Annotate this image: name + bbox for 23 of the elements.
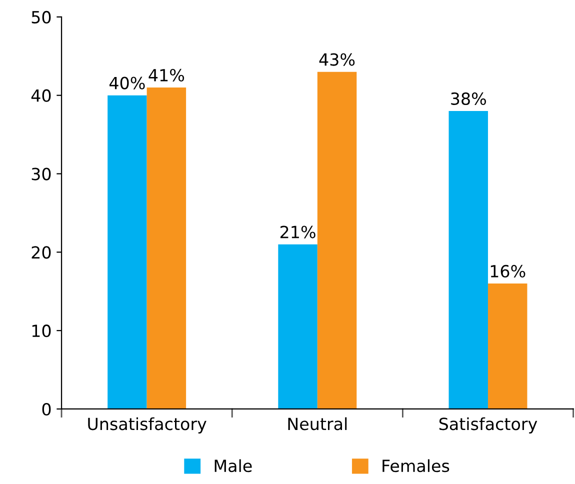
data-label: 38%: [451, 92, 486, 106]
bar: [488, 284, 528, 409]
y-tick-label: 10: [32, 324, 51, 338]
legend-label: Male: [214, 459, 252, 472]
x-tick-label: Neutral: [288, 417, 347, 430]
y-tick-label: 0: [42, 402, 51, 416]
x-tick-label: Unsatisfactory: [88, 417, 206, 434]
y-tick-label: 40: [31, 89, 51, 102]
bar: [278, 244, 318, 409]
y-tick-label: 20: [32, 246, 51, 259]
data-label: 41%: [148, 68, 184, 82]
bar: [146, 88, 186, 409]
bar: [317, 72, 357, 409]
legend-label: Females: [382, 459, 450, 472]
bar: [108, 95, 147, 409]
x-tick-label: Satisfactory: [439, 417, 538, 434]
data-label: 43%: [319, 53, 355, 66]
y-tick-label: 50: [32, 10, 51, 24]
data-label: 16%: [490, 264, 526, 278]
data-label: 40%: [109, 76, 145, 90]
bar: [448, 111, 488, 409]
y-tick-label: 30: [32, 168, 51, 180]
data-label: 21%: [280, 226, 316, 238]
